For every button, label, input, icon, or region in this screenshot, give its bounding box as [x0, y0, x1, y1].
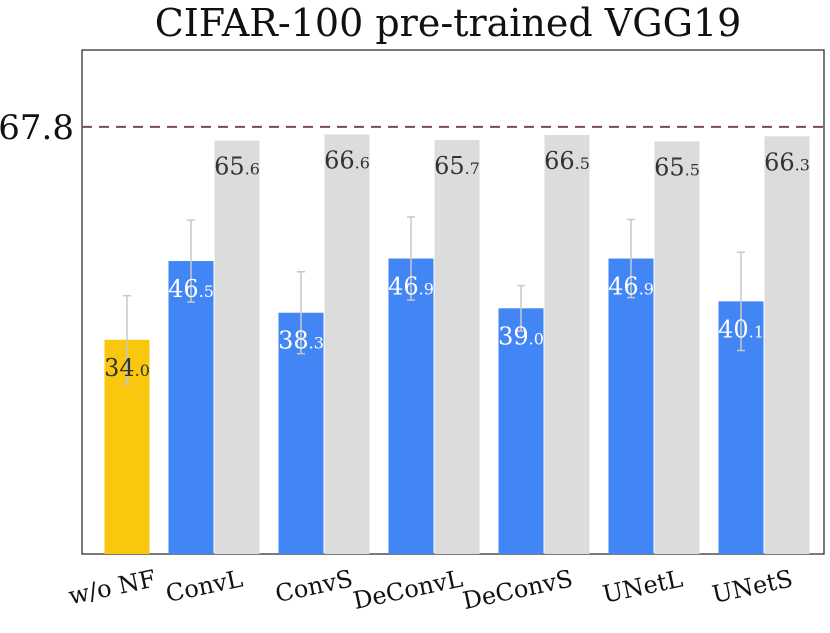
value-label-deconvs-upper: 66.5 — [544, 147, 590, 175]
value-label-convl-nf: 46.5 — [168, 275, 214, 303]
x-tick-label-w-o-nf: w/o NF — [66, 564, 158, 610]
value-label-baseline: 34.0 — [104, 354, 150, 382]
value-label-deconvl-nf-int: 46 — [388, 273, 419, 301]
bar-convs-upper — [324, 134, 370, 555]
value-labels-layer: 34.046.565.638.366.646.965.739.066.546.9… — [104, 146, 810, 381]
value-label-unetl-nf: 46.9 — [608, 273, 654, 301]
value-label-convl-upper-dec: .6 — [245, 160, 260, 179]
error-bar-unets — [737, 251, 745, 352]
value-label-deconvs-upper-dec: .5 — [575, 154, 590, 173]
error-bar-baseline — [123, 294, 131, 385]
value-label-deconvs-nf-dec: .0 — [529, 329, 544, 348]
value-label-convl-upper: 65.6 — [214, 153, 260, 181]
value-label-deconvs-upper-int: 66 — [544, 147, 575, 175]
value-label-convl-nf-int: 46 — [168, 275, 199, 303]
x-tick-label-convl: ConvL — [163, 564, 245, 608]
bar-unets-upper — [764, 136, 810, 554]
value-label-unetl-upper-dec: .5 — [685, 160, 700, 179]
bar-unetl-nf — [608, 258, 654, 554]
error-bar-deconvs — [517, 284, 525, 332]
value-label-unets-upper: 66.3 — [764, 148, 810, 176]
bar-deconvl-nf — [388, 258, 434, 554]
x-tick-label-unets: UNetS — [710, 564, 796, 608]
value-label-convs-upper-int: 66 — [324, 146, 355, 174]
value-label-deconvs-nf-int: 39 — [498, 322, 529, 350]
error-bar-deconvl — [407, 216, 415, 301]
value-label-unetl-nf-int: 46 — [608, 273, 639, 301]
error-bar-unetl — [627, 218, 635, 299]
reference-line-group: 67.8 — [0, 108, 824, 148]
value-label-deconvl-upper-dec: .7 — [465, 159, 480, 178]
bar-deconvs-nf — [498, 308, 544, 554]
value-label-deconvl-nf: 46.9 — [388, 273, 434, 301]
value-label-unets-nf: 40.1 — [718, 315, 764, 343]
bar-convl-nf — [168, 261, 214, 554]
bars-layer — [104, 134, 810, 555]
bar-convl-upper — [214, 140, 260, 554]
x-tick-label-convs: ConvS — [273, 564, 355, 608]
value-label-baseline-int: 34 — [104, 354, 135, 382]
value-label-deconvs-nf: 39.0 — [498, 322, 544, 350]
error-bar-convl — [187, 219, 195, 303]
value-label-unetl-nf-dec: .9 — [639, 280, 654, 299]
x-tick-label-unetl: UNetL — [600, 564, 685, 608]
error-bar-convs — [297, 271, 305, 355]
value-label-unets-upper-int: 66 — [764, 148, 795, 176]
value-label-deconvl-upper: 65.7 — [434, 152, 480, 180]
value-label-unets-upper-dec: .3 — [795, 155, 810, 174]
bar-unetl-upper — [654, 141, 700, 554]
value-label-convs-upper-dec: .6 — [355, 153, 370, 172]
value-label-convl-upper-int: 65 — [214, 153, 245, 181]
value-label-deconvl-nf-dec: .9 — [419, 280, 434, 299]
value-label-convs-nf-dec: .3 — [309, 334, 324, 353]
bar-deconvs-upper — [544, 135, 590, 555]
value-label-unets-nf-dec: .1 — [749, 322, 764, 341]
value-label-baseline-dec: .0 — [135, 361, 150, 380]
y-tick-label-reference: 67.8 — [0, 108, 74, 148]
x-tick-label-deconvl: DeConvL — [351, 564, 466, 615]
chart-title: CIFAR-100 pre-trained VGG19 — [155, 1, 742, 45]
value-label-unets-nf-int: 40 — [718, 315, 749, 343]
value-label-convs-nf: 38.3 — [278, 327, 324, 355]
value-label-unetl-upper-int: 65 — [654, 153, 685, 181]
value-label-convs-upper: 66.6 — [324, 146, 370, 174]
x-tick-label-deconvs: DeConvS — [460, 564, 575, 615]
bar-deconvl-upper — [434, 140, 480, 554]
value-label-deconvl-upper-int: 65 — [434, 152, 465, 180]
value-label-unetl-upper: 65.5 — [654, 153, 700, 181]
value-label-convs-nf-int: 38 — [278, 327, 309, 355]
value-label-convl-nf-dec: .5 — [199, 282, 214, 301]
